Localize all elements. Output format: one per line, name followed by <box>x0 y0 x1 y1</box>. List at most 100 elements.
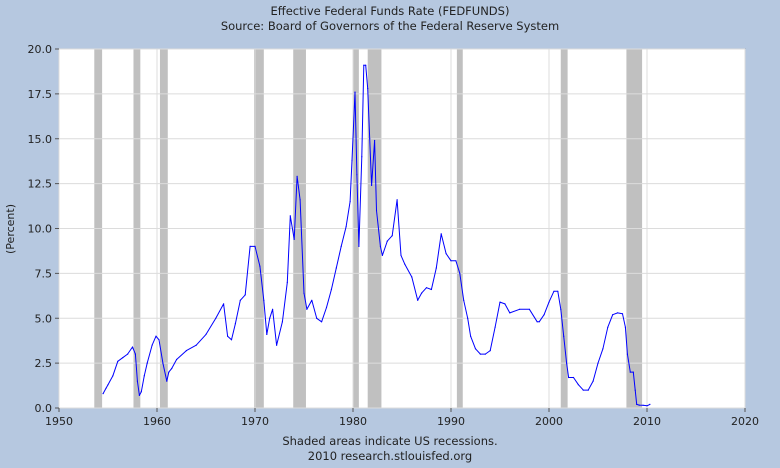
y-tick-label: 12.5 <box>28 178 53 191</box>
data-point <box>335 267 337 269</box>
data-point <box>617 312 619 314</box>
data-point <box>155 335 157 337</box>
data-point <box>577 384 580 386</box>
data-point <box>345 226 347 228</box>
data-point <box>629 371 631 373</box>
data-point <box>263 299 265 301</box>
data-point <box>356 174 358 176</box>
data-point <box>122 357 124 359</box>
data-point <box>168 371 170 373</box>
data-point <box>649 403 651 405</box>
data-point <box>421 292 423 294</box>
data-point <box>176 358 178 361</box>
data-point <box>127 353 129 355</box>
data-point <box>131 346 134 348</box>
data-point <box>244 294 246 296</box>
y-tick-label: 0.0 <box>35 402 53 415</box>
data-point <box>354 91 356 93</box>
data-point <box>269 317 271 319</box>
data-point <box>509 312 511 314</box>
data-point <box>296 175 298 177</box>
data-point <box>299 199 301 201</box>
data-point <box>230 339 233 341</box>
data-point <box>171 367 173 370</box>
data-point <box>306 308 308 310</box>
data-point <box>374 139 376 142</box>
data-point <box>548 301 550 303</box>
data-point <box>391 235 393 237</box>
x-tick-label: 2020 <box>731 415 759 428</box>
data-point <box>293 238 295 240</box>
data-point <box>166 380 168 382</box>
data-point <box>162 362 164 364</box>
data-point <box>646 405 648 407</box>
data-point <box>624 326 627 328</box>
data-point <box>459 272 461 274</box>
chart-footer: Shaded areas indicate US recessions. 201… <box>0 434 780 464</box>
data-point <box>557 290 559 292</box>
data-point <box>425 287 428 289</box>
data-point <box>626 353 629 355</box>
data-point <box>597 362 599 364</box>
data-point <box>158 339 160 341</box>
data-point <box>215 317 217 319</box>
y-axis-label: (Percent) <box>4 204 17 254</box>
data-point <box>566 362 568 364</box>
data-point <box>632 371 634 373</box>
x-tick-label: 1990 <box>437 415 465 428</box>
data-point <box>205 333 207 335</box>
data-point <box>396 199 398 201</box>
data-point <box>112 375 114 377</box>
x-tick-label: 1970 <box>241 415 269 428</box>
data-point <box>504 303 506 305</box>
data-point <box>582 389 584 391</box>
y-tick-label: 5.0 <box>35 312 53 325</box>
data-point <box>430 288 432 291</box>
x-tick-label: 2010 <box>633 415 661 428</box>
data-point <box>140 391 142 393</box>
data-point <box>325 306 328 309</box>
data-point <box>612 314 614 316</box>
data-point <box>358 245 360 247</box>
data-point <box>361 156 363 158</box>
data-point <box>489 350 491 352</box>
data-point <box>254 245 256 247</box>
data-point <box>136 380 138 382</box>
data-point <box>311 299 313 301</box>
data-point <box>303 292 305 294</box>
data-point <box>138 394 140 396</box>
data-point <box>386 240 388 242</box>
data-point <box>249 245 251 247</box>
data-point <box>146 362 148 364</box>
source-credit: 2010 research.stlouisfed.org <box>307 449 473 463</box>
data-point <box>440 233 442 235</box>
data-point <box>553 290 555 292</box>
data-point <box>587 389 589 391</box>
data-point <box>572 376 575 379</box>
data-point <box>143 375 145 377</box>
data-point <box>281 321 283 323</box>
data-point <box>276 344 278 346</box>
data-point <box>621 313 624 315</box>
data-point <box>381 254 383 256</box>
recession-note: Shaded areas indicate US recessions. <box>282 434 498 448</box>
data-point <box>234 323 236 325</box>
y-tick-label: 2.5 <box>35 357 53 370</box>
data-point <box>227 335 229 337</box>
data-point <box>636 403 638 405</box>
data-point <box>499 301 501 303</box>
data-point <box>286 281 288 283</box>
data-point <box>642 404 644 406</box>
data-point <box>484 353 486 355</box>
data-point <box>195 344 197 346</box>
x-tick-label: 1980 <box>339 415 367 428</box>
data-point <box>638 404 640 406</box>
data-point <box>494 326 496 328</box>
y-tick-label: 17.5 <box>28 88 53 101</box>
data-point <box>634 389 636 391</box>
data-point <box>375 209 378 212</box>
data-point <box>560 308 562 310</box>
data-point <box>105 387 107 389</box>
data-point <box>455 260 457 262</box>
